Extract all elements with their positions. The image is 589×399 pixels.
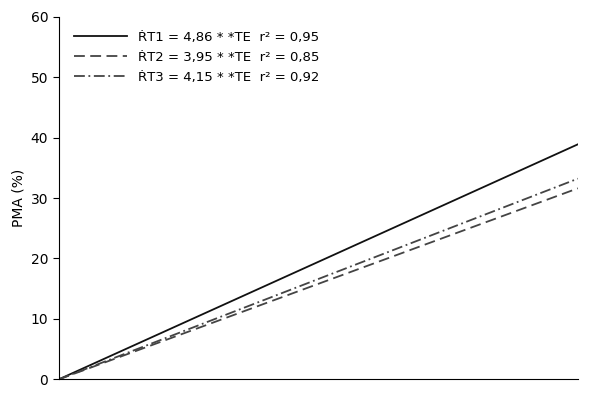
- Y-axis label: PMA (%): PMA (%): [11, 169, 25, 227]
- Legend: ṘT1 = 4,86 * *TE  r² = 0,95, ṘT2 = 3,95 * *TE  r² = 0,85, ṘT3 = 4,15 * *TE  r² =: ṘT1 = 4,86 * *TE r² = 0,95, ṘT2 = 3,95 *…: [71, 27, 323, 88]
